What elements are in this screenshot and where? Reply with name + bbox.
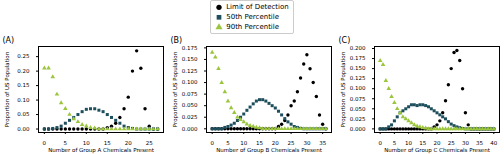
svg-text:20: 20 [434, 140, 441, 146]
svg-text:0.100: 0.100 [350, 85, 366, 91]
svg-text:5: 5 [393, 140, 397, 146]
html-text:90th Percentile: 90th Percentile [226, 23, 280, 31]
svg-text:Proportion of US Population: Proportion of US Population [340, 51, 347, 127]
svg-text:0.075: 0.075 [182, 91, 198, 97]
html-text:50th Percentile: 50th Percentile [226, 13, 280, 21]
svg-text:30: 30 [462, 140, 469, 146]
svg-text:0.100: 0.100 [182, 79, 198, 85]
svg-text:10: 10 [405, 140, 412, 146]
svg-text:15: 15 [419, 140, 426, 146]
svg-text:25: 25 [288, 140, 295, 146]
svg-text:0.050: 0.050 [182, 102, 198, 108]
svg-text:35: 35 [319, 140, 326, 146]
svg-text:0.125: 0.125 [182, 68, 198, 74]
svg-text:0.20: 0.20 [17, 68, 30, 74]
svg-text:0.125: 0.125 [350, 75, 366, 81]
svg-text:0.050: 0.050 [350, 106, 366, 112]
svg-text:5: 5 [226, 140, 230, 146]
html-text:Limit of Detection: Limit of Detection [226, 3, 289, 11]
svg-text:25: 25 [448, 140, 455, 146]
svg-text:Proportion of US Population: Proportion of US Population [4, 51, 11, 127]
svg-text:0.175: 0.175 [182, 45, 198, 51]
svg-text:20: 20 [272, 140, 279, 146]
svg-text:0.000: 0.000 [182, 126, 198, 132]
svg-text:(B): (B) [171, 36, 183, 45]
svg-text:0.200: 0.200 [350, 45, 366, 51]
svg-text:(C): (C) [339, 36, 351, 45]
svg-text:20: 20 [125, 140, 132, 146]
svg-text:Proportion of US Population: Proportion of US Population [172, 51, 179, 127]
svg-text:25: 25 [146, 140, 153, 146]
svg-text:0.10: 0.10 [17, 97, 30, 103]
svg-text:0.150: 0.150 [182, 56, 198, 62]
svg-text:0.150: 0.150 [350, 65, 366, 71]
svg-text:0.025: 0.025 [182, 114, 198, 120]
svg-text:Number of Group B Chemicals Pr: Number of Group B Chemicals Present [216, 147, 323, 154]
svg-text:0.00: 0.00 [17, 126, 30, 132]
svg-text:Number of Group C Chemicals Pr: Number of Group C Chemicals Present [384, 147, 491, 154]
svg-text:0: 0 [378, 140, 382, 146]
svg-text:0.15: 0.15 [17, 82, 30, 88]
svg-text:0.075: 0.075 [350, 96, 366, 102]
svg-text:40: 40 [490, 140, 497, 146]
svg-text:10: 10 [240, 140, 247, 146]
svg-text:10: 10 [83, 140, 90, 146]
svg-text:Number of Group A Chemicals Pr: Number of Group A Chemicals Present [48, 147, 155, 154]
svg-text:35: 35 [476, 140, 483, 146]
svg-text:0.025: 0.025 [350, 116, 366, 122]
svg-text:15: 15 [256, 140, 263, 146]
svg-text:0.000: 0.000 [350, 126, 366, 132]
svg-text:30: 30 [303, 140, 310, 146]
svg-text:15: 15 [104, 140, 111, 146]
svg-text:0.25: 0.25 [17, 53, 30, 59]
svg-text:5: 5 [64, 140, 68, 146]
svg-text:0.05: 0.05 [17, 111, 30, 117]
svg-text:(A): (A) [3, 36, 15, 45]
svg-text:0: 0 [210, 140, 214, 146]
svg-text:0.175: 0.175 [350, 55, 366, 61]
svg-text:0: 0 [43, 140, 47, 146]
